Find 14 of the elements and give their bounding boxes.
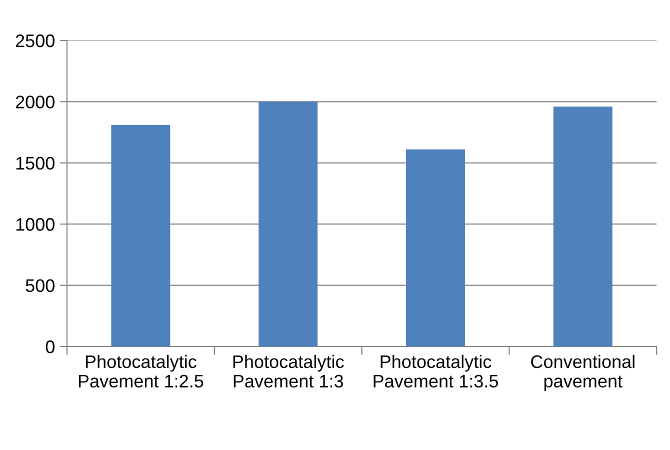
- x-tick-label: Conventional pavement: [531, 354, 634, 392]
- bar: [406, 149, 465, 346]
- y-tick-label: 1000: [16, 218, 54, 231]
- bar: [553, 106, 612, 346]
- x-tick-label: Photocatalytic Pavement 1:3.5: [374, 354, 498, 388]
- y-tick-label: 500: [26, 279, 54, 292]
- y-tick-label: 0: [46, 340, 54, 354]
- x-tick-label: Photocatalytic Pavement 1:3: [233, 354, 344, 388]
- y-tick-label: 1500: [16, 156, 54, 170]
- y-tick-label: 2000: [16, 96, 54, 108]
- bar: [111, 124, 170, 346]
- bar: [258, 102, 318, 346]
- x-tick-label: Photocatalytic Pavement 1:2.5: [78, 354, 204, 388]
- y-tick-label: 2500: [16, 34, 54, 48]
